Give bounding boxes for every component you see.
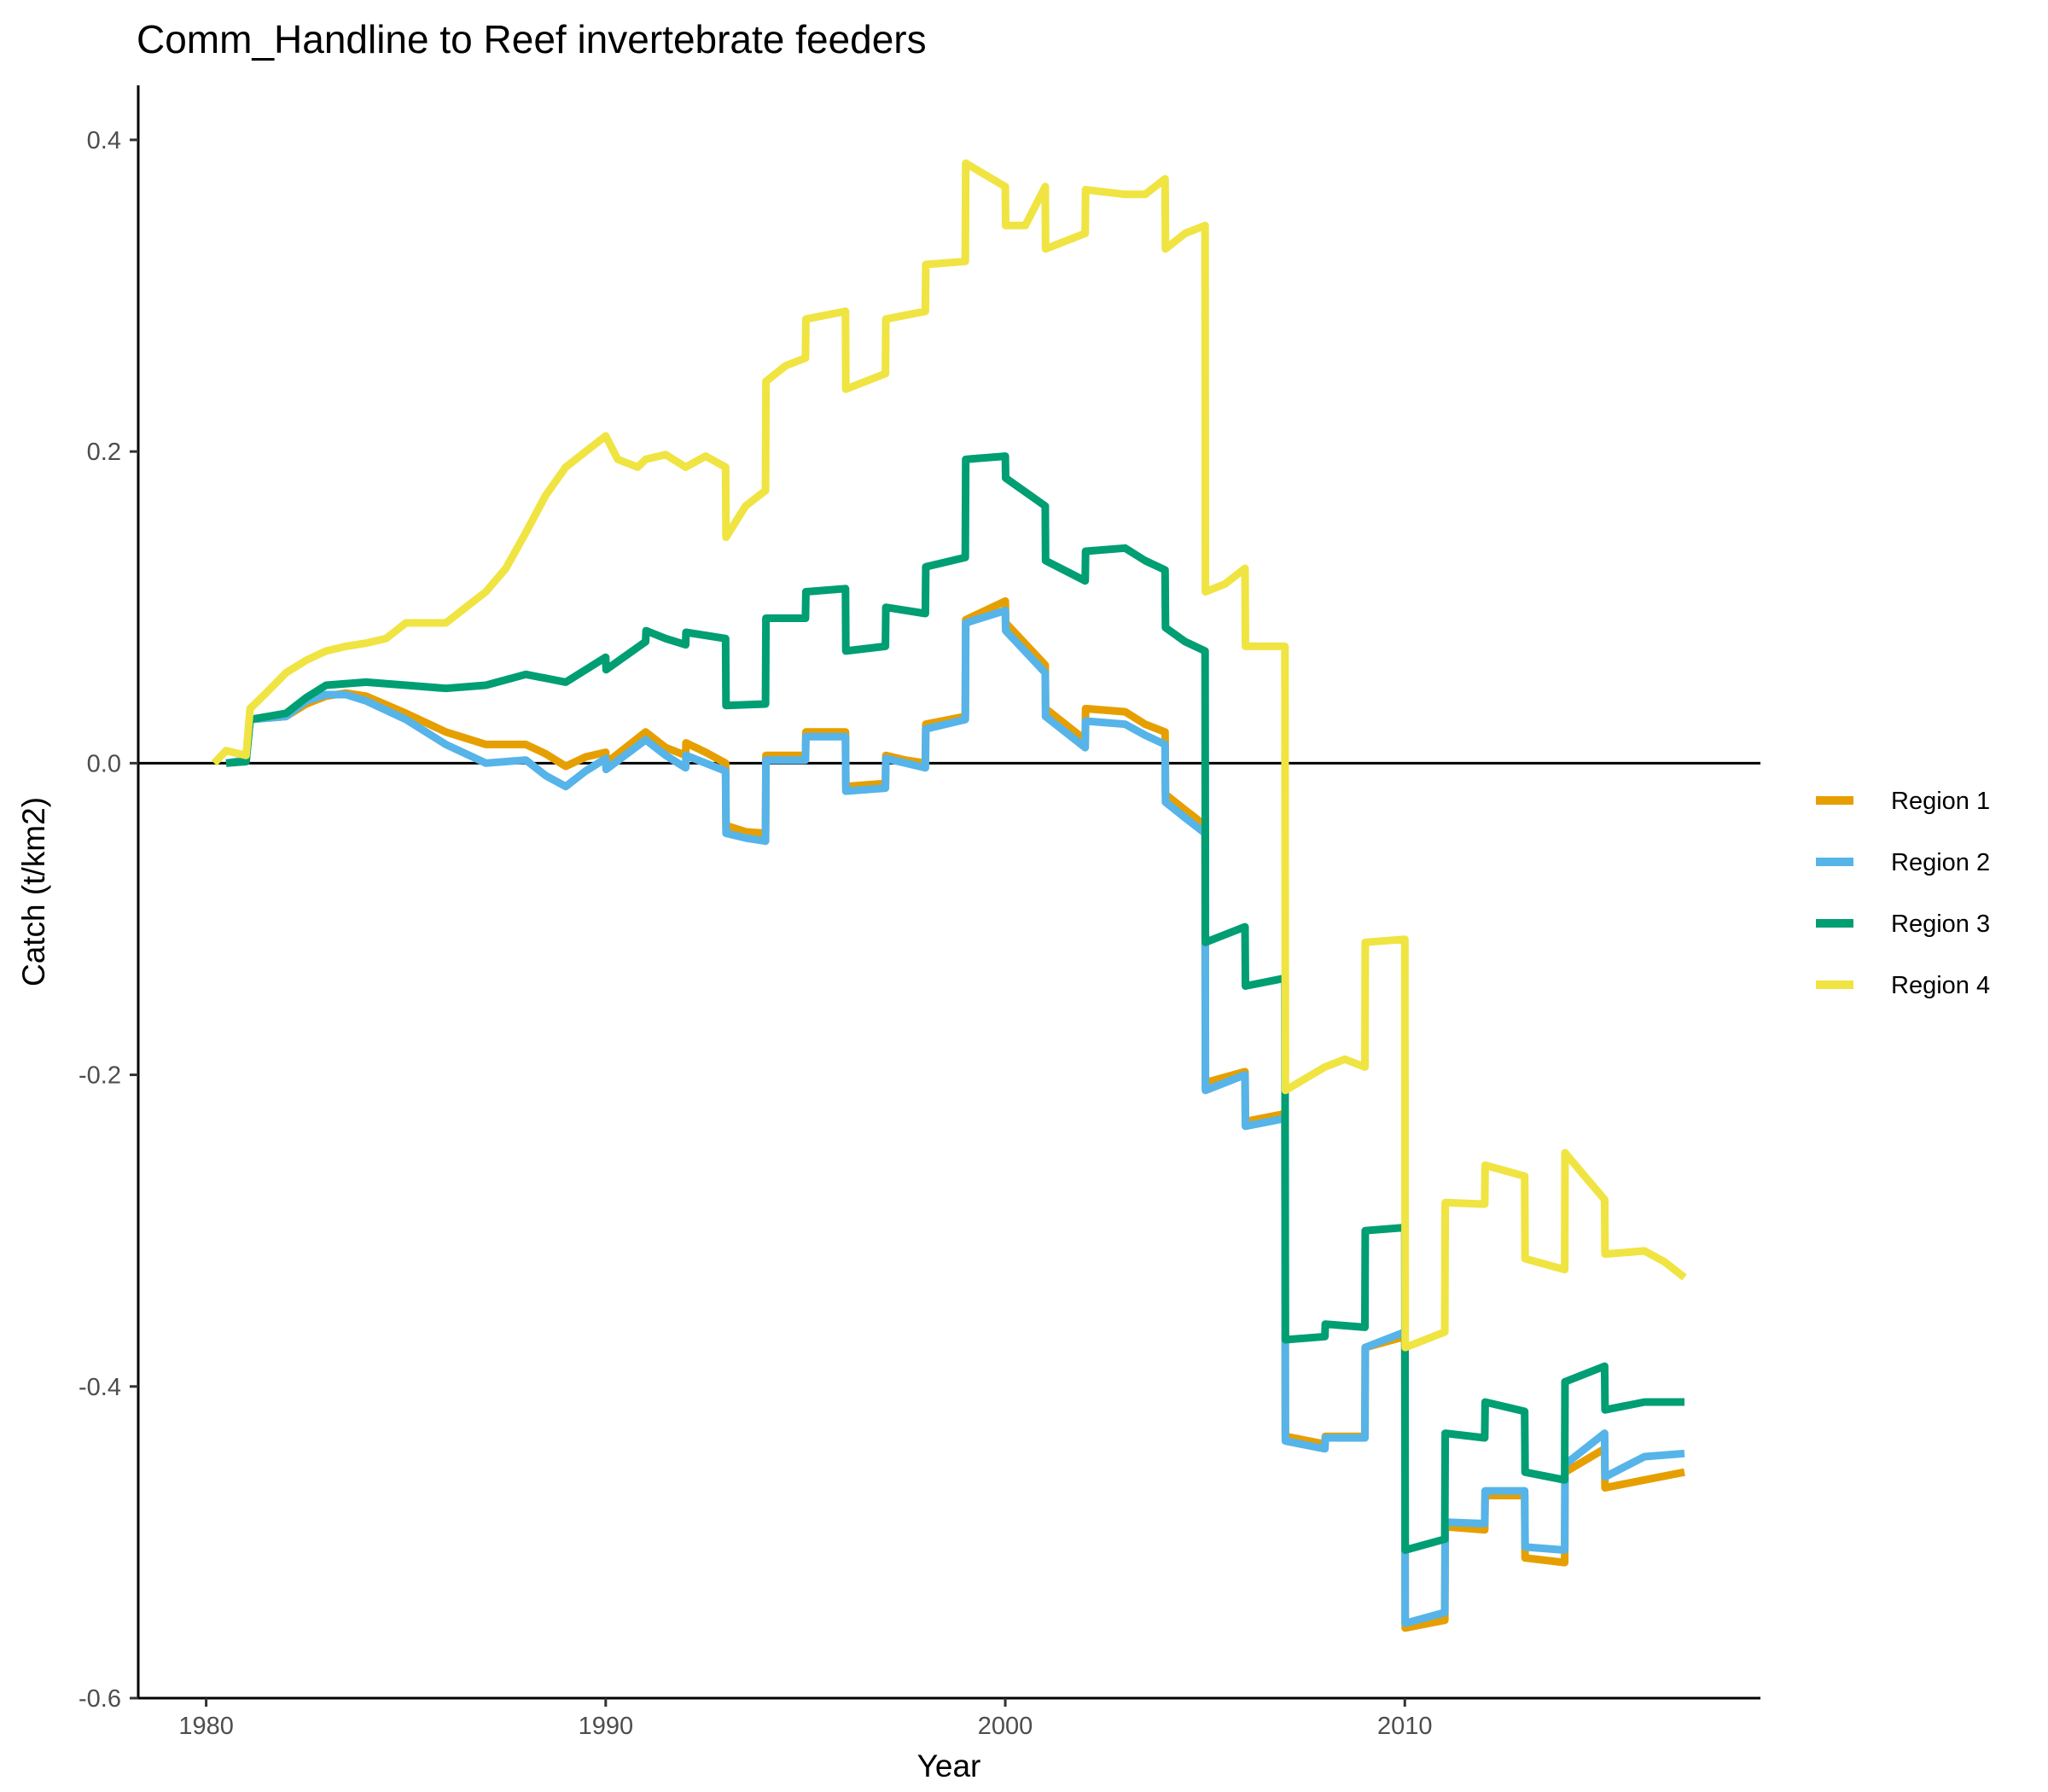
- legend-label: Region 4: [1891, 972, 1990, 999]
- series-lines: [211, 159, 1687, 1632]
- x-axis-title: Year: [917, 1748, 981, 1783]
- y-tick-label: -0.4: [79, 1374, 121, 1401]
- x-tick-label: 1980: [178, 1713, 234, 1740]
- legend-item: Region 4: [1816, 972, 1990, 999]
- legend-label: Region 1: [1891, 788, 1990, 815]
- series-line-region-2: [225, 606, 1685, 1627]
- x-tick-label: 2000: [978, 1713, 1033, 1740]
- legend-item: Region 2: [1816, 849, 1990, 876]
- y-tick-label: -0.2: [79, 1062, 121, 1090]
- x-axis: 1980 1990 2000 2010: [138, 1696, 1760, 1740]
- series-line-region-3: [225, 452, 1684, 1554]
- series-line-region-4: [211, 159, 1687, 1352]
- legend-item: Region 1: [1816, 788, 1990, 815]
- y-tick-label: -0.6: [79, 1685, 121, 1713]
- chart-title: Comm_Handline to Reef invertebrate feede…: [137, 17, 927, 61]
- y-tick-label: 0.0: [87, 750, 121, 777]
- y-axis-title: Catch (t/km2): [16, 797, 51, 986]
- legend-label: Region 2: [1891, 849, 1990, 876]
- x-tick-label: 1990: [579, 1713, 634, 1740]
- legend-item: Region 3: [1816, 911, 1990, 938]
- legend: Region 1 Region 2 Region 3 Region 4: [1816, 788, 1990, 999]
- series-line-region-1: [225, 596, 1685, 1632]
- legend-label: Region 3: [1891, 911, 1990, 938]
- y-tick-label: 0.4: [87, 127, 121, 154]
- y-tick-label: 0.2: [87, 439, 121, 466]
- x-tick-label: 2010: [1377, 1713, 1433, 1740]
- y-axis: 0.4 0.2 0.0 -0.2 -0.4 -0.6: [79, 85, 140, 1713]
